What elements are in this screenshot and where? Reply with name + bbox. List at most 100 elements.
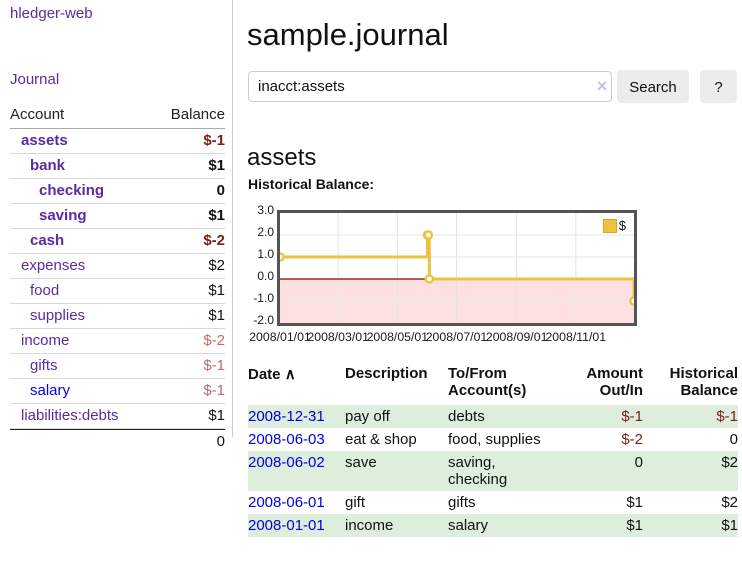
transaction-accounts: gifts	[448, 494, 476, 511]
amount-column-header: Amount Out/In	[586, 365, 643, 399]
account-row-gifts: gifts $-1	[10, 354, 225, 379]
help-button[interactable]: ?	[700, 70, 737, 103]
account-balance: $-1	[203, 132, 225, 149]
transaction-amount: $-2	[621, 431, 643, 448]
account-link-supplies[interactable]: supplies	[30, 307, 86, 324]
account-link-salary[interactable]: salary	[30, 382, 71, 399]
transaction-amount: $-1	[621, 408, 643, 425]
x-axis-tick-label: 2008/09/01	[485, 330, 548, 344]
account-row-supplies: supplies $1	[10, 304, 225, 329]
account-link-saving[interactable]: saving	[39, 207, 87, 224]
transaction-accounts: food, supplies	[448, 431, 541, 448]
transaction-balance: $2	[721, 454, 738, 471]
transaction-description: pay off	[345, 408, 390, 425]
app-title-link[interactable]: hledger-web	[10, 5, 93, 22]
transaction-description: income	[345, 517, 394, 534]
transaction-date-link[interactable]: 2008-01-01	[248, 517, 325, 534]
y-axis-tick-label: 3.0	[257, 203, 274, 217]
account-row-cash: cash $-2	[10, 229, 225, 254]
account-balance: $1	[208, 307, 225, 324]
account-link-cash[interactable]: cash	[30, 232, 65, 249]
account-row-salary: salary $-1	[10, 379, 225, 404]
transaction-description: gift	[345, 494, 366, 511]
account-link-checking[interactable]: checking	[39, 182, 105, 199]
transaction-amount: $1	[626, 517, 643, 534]
transaction-balance: $1	[721, 517, 738, 534]
register-table: Date ∧ Description To/From Account(s) Am…	[248, 362, 738, 537]
accounts-total-value: 0	[216, 433, 225, 450]
account-row-bank: bank $1	[10, 154, 225, 179]
table-row[interactable]: 2008-12-31 pay off debts $-1 $-1	[248, 405, 738, 428]
account-column-header: Account	[10, 106, 65, 123]
account-balance: $1	[208, 407, 225, 424]
account-balance-table: Account Balance assets $-1 bank $1 check…	[10, 104, 225, 454]
date-column-header[interactable]: Date ∧	[248, 366, 296, 383]
transaction-date-link[interactable]: 2008-06-02	[248, 454, 325, 471]
chart-legend: $	[600, 217, 628, 234]
account-row-checking: checking 0	[10, 179, 225, 204]
account-balance: 0	[216, 182, 225, 199]
account-balance: $2	[208, 257, 225, 274]
transaction-accounts: salary	[448, 517, 489, 534]
y-axis-tick-label: 0.0	[257, 269, 274, 283]
account-row-assets: assets $-1	[10, 129, 225, 154]
transaction-date-link[interactable]: 2008-12-31	[248, 408, 325, 425]
transaction-date-link[interactable]: 2008-06-01	[248, 494, 325, 511]
account-table-header: Account Balance	[10, 104, 225, 129]
transaction-balance: 0	[729, 431, 738, 448]
transaction-accounts: saving, checking	[448, 454, 508, 488]
account-link-bank[interactable]: bank	[30, 157, 66, 174]
account-row-food: food $1	[10, 279, 225, 304]
account-row-liabilities-debts: liabilities:debts $1	[10, 404, 225, 429]
table-row[interactable]: 2008-06-01 gift gifts $1 $2	[248, 491, 738, 514]
sort-ascending-icon[interactable]: ∧	[284, 366, 296, 383]
balance-column-header: Balance	[170, 106, 225, 123]
historical-balance-chart: 3.0 2.0 1.0 0.0 -1.0 -2.0 $ 2008/01/01 2008/03…	[248, 203, 740, 350]
transaction-balance: $2	[721, 494, 738, 511]
x-axis-tick-label: 2008/11/01	[545, 330, 607, 344]
x-axis-tick-label: 2008/07/01	[425, 330, 488, 344]
search-input[interactable]	[248, 71, 612, 102]
account-link-gifts[interactable]: gifts	[30, 357, 58, 374]
table-row[interactable]: 2008-01-01 income salary $1 $1	[248, 514, 738, 537]
chart-plot-area: $	[277, 210, 637, 326]
chart-title: Historical Balance:	[248, 176, 375, 192]
transaction-date-link[interactable]: 2008-06-03	[248, 431, 325, 448]
x-axis-tick-label: 2008/05/01	[366, 330, 429, 344]
transaction-accounts: debts	[448, 408, 485, 425]
account-balance: $1	[208, 157, 225, 174]
account-balance: $-1	[203, 357, 225, 374]
account-balance: $1	[208, 207, 225, 224]
series-swatch-icon	[602, 218, 617, 233]
account-balance: $1	[208, 282, 225, 299]
y-axis-tick-label: -1.0	[253, 291, 274, 305]
account-column-header: To/From Account(s)	[448, 365, 527, 399]
page-title: sample.journal	[247, 16, 449, 52]
table-row[interactable]: 2008-06-03 eat & shop food, supplies $-2…	[248, 428, 738, 451]
transaction-description: eat & shop	[345, 431, 417, 448]
account-link-expenses[interactable]: expenses	[21, 257, 86, 274]
search-button[interactable]: Search	[617, 70, 689, 103]
account-link-assets[interactable]: assets	[21, 132, 68, 149]
transaction-balance: $-1	[716, 408, 738, 425]
y-axis-tick-label: 1.0	[257, 247, 274, 261]
x-axis-tick-label: 2008/01/01	[249, 330, 311, 344]
account-row-expenses: expenses $2	[10, 254, 225, 279]
account-link-liabilities-debts[interactable]: liabilities:debts	[21, 407, 119, 424]
account-link-food[interactable]: food	[30, 282, 60, 299]
clear-search-icon[interactable]: ×	[596, 76, 608, 96]
register-header-row: Date ∧ Description To/From Account(s) Am…	[248, 362, 738, 405]
sidebar-item-journal[interactable]: Journal	[10, 71, 60, 88]
account-balance: $-1	[203, 382, 225, 399]
account-link-income[interactable]: income	[21, 332, 70, 349]
account-balance: $-2	[203, 232, 225, 249]
account-row-saving: saving $1	[10, 204, 225, 229]
y-axis-tick-label: 2.0	[257, 225, 274, 239]
sidebar: hledger-web Journal Account Balance asse…	[0, 0, 233, 450]
transaction-amount: 0	[634, 454, 643, 471]
table-row[interactable]: 2008-06-02 save saving, checking 0 $2	[248, 451, 738, 491]
transaction-amount: $1	[626, 494, 643, 511]
account-heading: assets	[247, 143, 317, 171]
transaction-description: save	[345, 454, 377, 471]
